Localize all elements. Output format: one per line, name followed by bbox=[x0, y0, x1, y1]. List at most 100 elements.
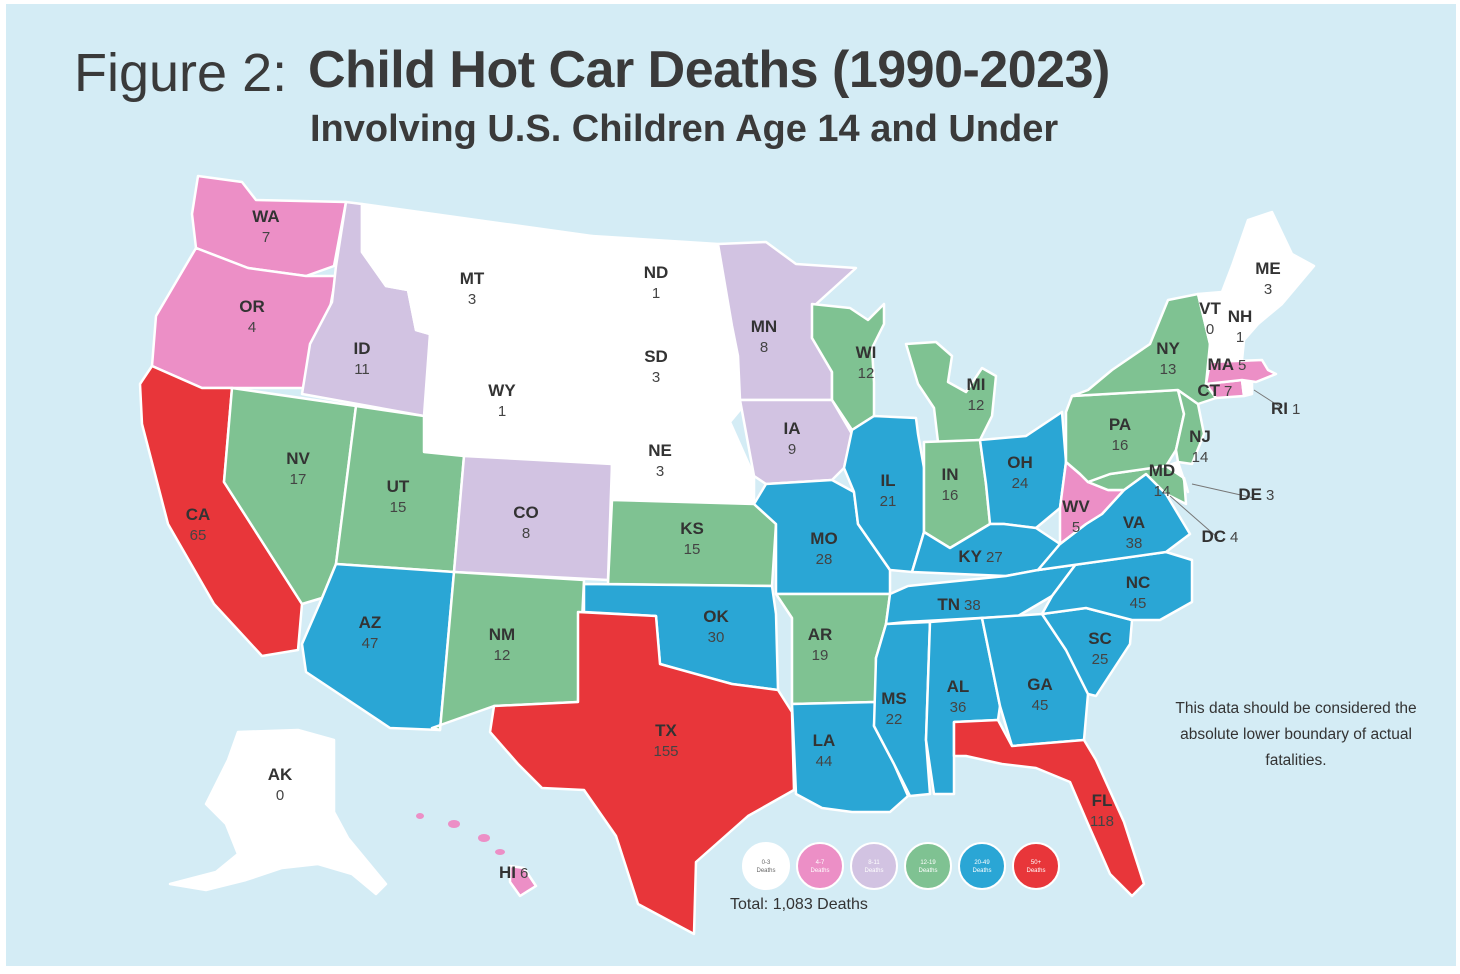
state-de bbox=[1164, 460, 1190, 494]
state-value-mo: 28 bbox=[816, 551, 833, 568]
state-label-nv: NV bbox=[286, 449, 310, 468]
state-label-ut: UT bbox=[387, 477, 410, 496]
state-value-mi: 12 bbox=[968, 397, 985, 414]
state-value-ks: 15 bbox=[684, 541, 701, 558]
state-nc bbox=[1036, 550, 1194, 622]
state-value-nj: 14 bbox=[1192, 449, 1209, 466]
state-label-sc: SC bbox=[1088, 629, 1112, 648]
legend-swatch-2 bbox=[796, 842, 844, 890]
state-hi-island bbox=[478, 834, 490, 842]
state-label-ak: AK bbox=[268, 765, 293, 784]
state-value-tn: 38 bbox=[964, 597, 981, 614]
state-label-ny: NY bbox=[1156, 339, 1180, 358]
state-label-ca: CA bbox=[186, 505, 211, 524]
state-label-ma: MA bbox=[1208, 355, 1234, 374]
legend-range-1: 0-3 bbox=[762, 860, 771, 866]
state-value-ky: 27 bbox=[986, 549, 1003, 566]
state-value-vt: 0 bbox=[1206, 321, 1214, 338]
state-label-me: ME bbox=[1255, 259, 1281, 278]
legend-range-4: 12-19 bbox=[920, 860, 936, 866]
state-ak bbox=[168, 728, 388, 896]
state-label-md: MD bbox=[1149, 461, 1175, 480]
legend-range-3: 8-11 bbox=[868, 860, 880, 866]
state-label-id: ID bbox=[354, 339, 371, 358]
state-label-de: DE bbox=[1238, 485, 1262, 504]
state-value-fl: 118 bbox=[1090, 813, 1114, 830]
state-value-nm: 12 bbox=[494, 647, 511, 664]
state-value-ut: 15 bbox=[390, 499, 407, 516]
state-hi-island bbox=[416, 813, 424, 819]
state-label-pa: PA bbox=[1109, 415, 1131, 434]
state-label-tx: TX bbox=[655, 721, 677, 740]
state-label-wi: WI bbox=[856, 343, 877, 362]
state-label-oh: OH bbox=[1007, 453, 1033, 472]
state-label-wy: WY bbox=[488, 381, 516, 400]
state-value-or: 4 bbox=[248, 319, 256, 336]
state-label-ky: KY bbox=[958, 547, 982, 566]
state-value-pa: 16 bbox=[1112, 437, 1129, 454]
state-label-al: AL bbox=[947, 677, 970, 696]
state-value-ok: 30 bbox=[708, 629, 725, 646]
state-label-hi: HI bbox=[499, 863, 516, 882]
legend-unit-3: Deaths bbox=[864, 868, 883, 874]
state-value-la: 44 bbox=[816, 753, 833, 770]
state-value-ak: 0 bbox=[276, 787, 284, 804]
legend-unit-5: Deaths bbox=[972, 868, 991, 874]
state-value-tx: 155 bbox=[653, 743, 678, 760]
state-wi bbox=[810, 302, 886, 432]
legend-swatch-6 bbox=[1012, 842, 1060, 890]
state-value-ri: 1 bbox=[1292, 401, 1300, 418]
state-label-az: AZ bbox=[359, 613, 382, 632]
state-value-ne: 3 bbox=[656, 463, 664, 480]
state-value-al: 36 bbox=[950, 699, 967, 716]
total-deaths: Total: 1,083 Deaths bbox=[730, 896, 868, 913]
page-subtitle: Involving U.S. Children Age 14 and Under bbox=[310, 108, 1059, 150]
state-value-wv: 5 bbox=[1072, 519, 1080, 536]
state-label-wv: WV bbox=[1062, 497, 1090, 516]
state-wy bbox=[422, 332, 584, 462]
state-value-sc: 25 bbox=[1092, 651, 1109, 668]
state-value-nd: 1 bbox=[652, 285, 660, 302]
state-label-nd: ND bbox=[644, 263, 669, 282]
state-value-hi: 6 bbox=[520, 865, 528, 882]
state-value-sd: 3 bbox=[652, 369, 660, 386]
legend-range-6: 50+ bbox=[1031, 860, 1042, 866]
leader-line-ri bbox=[1253, 389, 1283, 409]
state-value-ms: 22 bbox=[886, 711, 903, 728]
state-value-mt: 3 bbox=[468, 291, 476, 308]
state-hi-island bbox=[448, 820, 460, 828]
state-label-ct: CT bbox=[1197, 381, 1220, 400]
state-value-va: 38 bbox=[1126, 535, 1143, 552]
legend-swatch-1 bbox=[742, 842, 790, 890]
state-label-fl: FL bbox=[1092, 791, 1113, 810]
state-ks bbox=[606, 498, 778, 588]
state-label-sd: SD bbox=[644, 347, 668, 366]
state-label-nh: NH bbox=[1228, 307, 1253, 326]
state-label-ne: NE bbox=[648, 441, 672, 460]
state-label-mo: MO bbox=[810, 529, 837, 548]
state-label-wa: WA bbox=[252, 207, 279, 226]
state-label-or: OR bbox=[239, 297, 265, 316]
legend-unit-4: Deaths bbox=[918, 868, 937, 874]
state-label-in: IN bbox=[942, 465, 959, 484]
state-value-co: 8 bbox=[522, 525, 530, 542]
state-wa bbox=[190, 174, 348, 278]
state-label-mi: MI bbox=[967, 375, 986, 394]
labels-layer: WA7OR4CA65ID11NV17MT3WY1UT15AZ47CO8NM12N… bbox=[186, 207, 1301, 882]
state-value-ar: 19 bbox=[812, 647, 829, 664]
state-value-ny: 13 bbox=[1160, 361, 1177, 378]
state-value-ca: 65 bbox=[190, 527, 207, 544]
figure-label: Figure 2: bbox=[74, 43, 288, 103]
state-label-ar: AR bbox=[808, 625, 833, 644]
state-value-dc: 4 bbox=[1230, 529, 1238, 546]
leader-line-de bbox=[1191, 483, 1255, 499]
state-value-in: 16 bbox=[942, 487, 959, 504]
state-ny bbox=[1070, 292, 1218, 406]
state-mi bbox=[904, 340, 998, 444]
us-map: WA7OR4CA65ID11NV17MT3WY1UT15AZ47CO8NM12N… bbox=[138, 174, 1316, 936]
legend: 0-3 Deaths 4-7 Deaths 8-11 Deaths 12-19 Deaths 2… bbox=[742, 842, 1060, 890]
state-tx bbox=[488, 610, 796, 936]
state-hi-island bbox=[495, 849, 505, 855]
state-value-md: 14 bbox=[1154, 483, 1171, 500]
state-value-il: 21 bbox=[880, 493, 897, 510]
